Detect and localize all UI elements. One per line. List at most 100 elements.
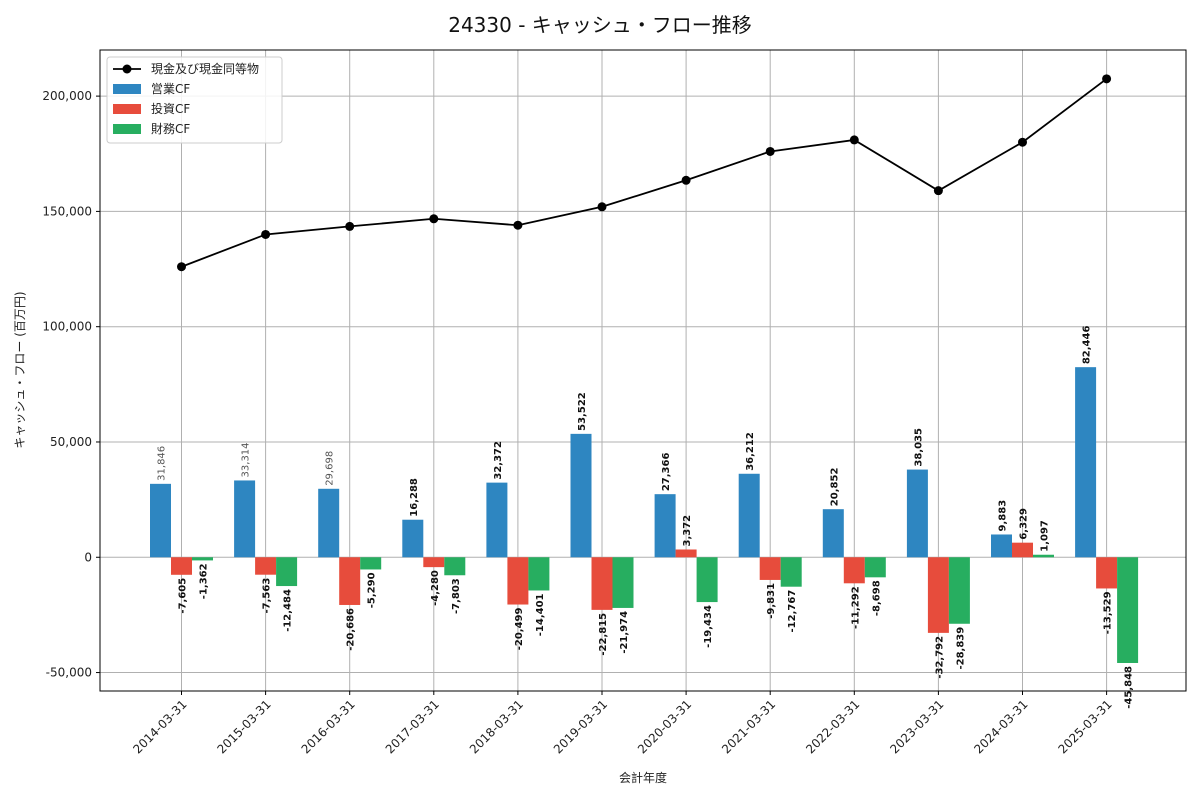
bar-value-label: 9,883: [998, 500, 1009, 532]
legend-swatch: [113, 84, 141, 94]
bar-value-label: -28,839: [955, 627, 966, 670]
bar-2: [528, 557, 550, 591]
bar-1: [171, 557, 192, 575]
x-tick-label: 2023-03-31: [887, 697, 946, 756]
bar-value-label: 1,097: [1040, 520, 1051, 552]
cash-point: [933, 186, 943, 196]
bar-2: [864, 557, 886, 578]
bar-0: [1075, 367, 1097, 558]
legend-label: 投資CF: [151, 101, 190, 116]
bar-1: [927, 557, 949, 633]
x-tick-label: 2019-03-31: [551, 697, 610, 756]
legend-swatch: [113, 124, 141, 134]
bars: [150, 367, 1139, 663]
bar-0: [150, 483, 171, 558]
bar-value-label: -4,280: [430, 570, 441, 606]
bar-2: [192, 557, 213, 561]
bar-2: [1033, 554, 1054, 558]
bar-value-label: 36,212: [745, 432, 756, 471]
bar-0: [822, 509, 844, 558]
cash-point: [1102, 74, 1112, 84]
bar-1: [255, 557, 277, 575]
x-tick-label: 2015-03-31: [215, 697, 274, 756]
bar-2: [360, 557, 382, 570]
bar-value-label: 31,846: [157, 446, 168, 481]
bar-value-label: -7,563: [262, 578, 273, 614]
legend-label: 財務CF: [151, 121, 190, 136]
bar-value-label: -1,362: [199, 563, 210, 599]
bar-value-label: -13,529: [1103, 591, 1114, 634]
legend-swatch: [113, 104, 141, 114]
legend-label: 営業CF: [151, 82, 190, 96]
bar-value-label: 29,698: [325, 451, 336, 486]
bar-value-label: -20,686: [346, 608, 357, 651]
bar-value-label: -8,698: [871, 580, 882, 616]
bar-2: [696, 557, 718, 603]
x-tick-label: 2020-03-31: [635, 697, 694, 756]
x-tick-label: 2021-03-31: [719, 697, 778, 756]
x-tick-label: 2016-03-31: [299, 697, 358, 756]
bar-2: [276, 557, 298, 587]
bar-value-label: 38,035: [913, 428, 924, 467]
bar-value-label: 33,314: [241, 442, 252, 477]
bar-value-label: -5,290: [367, 572, 378, 608]
legend-marker: [122, 64, 132, 74]
cash-point: [597, 202, 607, 212]
bar-value-label: 16,288: [409, 478, 420, 517]
bar-0: [654, 494, 676, 558]
bar-value-label: 53,522: [577, 392, 588, 431]
x-tick-label: 2025-03-31: [1056, 697, 1115, 756]
bar-2: [444, 557, 466, 576]
y-tick-label: 100,000: [42, 320, 92, 334]
y-tick-label: 0: [84, 550, 92, 564]
bar-1: [507, 557, 529, 605]
y-tick-label: 200,000: [42, 89, 92, 103]
bar-value-label: -14,401: [535, 593, 546, 636]
bar-value-label: -9,831: [766, 583, 777, 619]
legend-box: [106, 56, 283, 144]
y-tick-label: 150,000: [42, 204, 92, 218]
bar-1: [1096, 557, 1118, 589]
cash-point: [849, 135, 859, 145]
x-tick-label: 2014-03-31: [130, 697, 189, 756]
cash-line-path: [181, 78, 1108, 268]
bar-2: [948, 557, 970, 624]
plot-frame: [99, 49, 1187, 692]
bar-value-label: -7,605: [178, 578, 189, 614]
bar-2: [1117, 557, 1139, 663]
x-tick-label: 2022-03-31: [803, 697, 862, 756]
bar-0: [570, 433, 592, 558]
cash-point: [261, 229, 271, 239]
bar-1: [843, 557, 865, 584]
bar-2: [612, 557, 634, 608]
bar-value-label: -20,499: [514, 608, 525, 651]
x-tick-label: 2024-03-31: [971, 697, 1030, 756]
bar-2: [780, 557, 802, 587]
bar-value-label: -11,292: [850, 586, 861, 629]
bar-value-label: -12,484: [283, 589, 294, 632]
bar-0: [991, 534, 1012, 558]
bar-value-label: -32,792: [934, 636, 945, 679]
bar-value-label: 27,366: [661, 453, 672, 492]
x-axis-title: 会計年度: [619, 770, 667, 785]
bar-value-label: -21,974: [619, 611, 630, 654]
bar-0: [402, 519, 424, 558]
legend-label: 現金及び現金同等物: [151, 61, 259, 76]
chart-title: 24330 - キャッシュ・フロー推移: [448, 13, 752, 37]
bar-value-label: 32,372: [493, 441, 504, 480]
cash-point: [177, 262, 186, 272]
bar-1: [423, 557, 445, 568]
bar-value-label: 6,329: [1019, 508, 1030, 540]
cash-line: [177, 74, 1112, 272]
bar-1: [759, 557, 781, 580]
bar-0: [486, 482, 508, 558]
bar-0: [318, 488, 340, 558]
y-tick-label: -50,000: [46, 666, 92, 680]
bar-value-label: 82,446: [1082, 326, 1093, 365]
cash-point: [1018, 137, 1027, 147]
bar-value-label: -7,803: [451, 578, 462, 614]
bar-0: [738, 473, 760, 558]
